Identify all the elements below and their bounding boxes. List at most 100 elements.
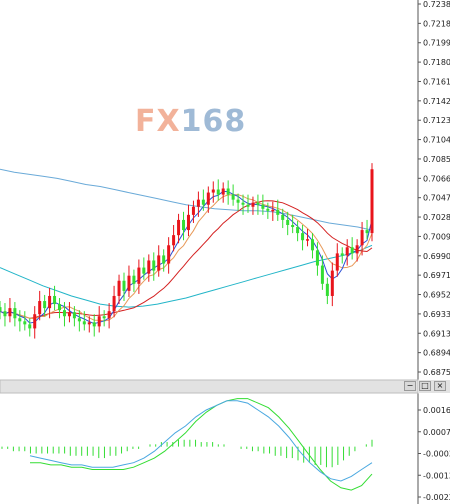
price-tick-label: 0.7066	[423, 174, 450, 183]
bearish-candle	[182, 219, 186, 231]
bearish-candle	[241, 202, 245, 205]
price-tick-label: 0.6990	[423, 252, 450, 261]
bullish-candle	[370, 169, 374, 234]
bearish-candle	[142, 267, 146, 274]
price-tick-label: 0.7180	[423, 58, 450, 67]
bullish-candle	[87, 322, 91, 325]
bullish-candle	[112, 295, 116, 312]
macd-tick-label: -0.0022	[423, 493, 450, 502]
close-pane-button[interactable]: ×	[434, 381, 446, 391]
moving-average-line	[0, 200, 373, 319]
watermark-number-text: 168	[180, 104, 247, 139]
bearish-candle	[340, 253, 344, 256]
bearish-candle	[365, 230, 369, 234]
bearish-candle	[201, 199, 205, 205]
bullish-candle	[177, 219, 181, 236]
price-tick-label: 0.7199	[423, 39, 450, 48]
price-tick-label: 0.7047	[423, 194, 450, 203]
bearish-candle	[102, 316, 106, 319]
macd-indicator-pane[interactable]	[1, 398, 373, 491]
price-tick-label: 0.7161	[423, 77, 450, 86]
bullish-candle	[211, 189, 215, 193]
bullish-candle	[127, 275, 131, 291]
bearish-candle	[92, 322, 96, 327]
bullish-candle	[186, 214, 190, 231]
bearish-candle	[301, 233, 305, 241]
bearish-candle	[162, 255, 166, 264]
price-tick-label: 0.6952	[423, 291, 450, 300]
bearish-candle	[53, 295, 57, 305]
minimize-pane-button[interactable]: −	[404, 381, 416, 391]
bullish-candle	[137, 267, 141, 284]
bearish-candle	[226, 188, 230, 195]
bullish-candle	[191, 206, 195, 215]
bearish-candle	[216, 189, 220, 195]
moving-average-line	[0, 194, 373, 322]
price-tick-label: 0.7218	[423, 19, 450, 28]
bearish-candle	[281, 214, 285, 220]
bearish-candle	[291, 225, 295, 228]
bearish-candle	[261, 204, 265, 209]
macd-signal-line	[29, 400, 373, 482]
bearish-candle	[18, 318, 22, 322]
price-chart-pane[interactable]	[0, 163, 374, 339]
bullish-candle	[172, 235, 176, 246]
bullish-candle	[271, 209, 275, 212]
bullish-candle	[196, 199, 200, 207]
price-tick-label: 0.6913	[423, 329, 450, 338]
restore-pane-button[interactable]: □	[419, 381, 431, 391]
bullish-candle	[38, 301, 42, 315]
bullish-candle	[97, 316, 101, 327]
bearish-candle	[43, 301, 47, 309]
bearish-candle	[82, 321, 86, 325]
bearish-candle	[236, 199, 240, 203]
bearish-candle	[58, 304, 62, 311]
price-tick-label: 0.7009	[423, 232, 450, 241]
long-moving-average-line	[0, 244, 373, 308]
bullish-candle	[360, 230, 364, 246]
fx168-watermark-logo: FX168	[135, 104, 246, 139]
bullish-candle	[157, 255, 161, 271]
bearish-candle	[246, 204, 250, 207]
price-axis: 0.7238 0.7218 0.7199 0.7180 0.7161 0.7142 0.71…	[418, 0, 450, 377]
macd-tick-label: -0.0003	[423, 450, 450, 459]
price-tick-label: 0.6894	[423, 349, 450, 358]
bearish-candle	[132, 275, 136, 284]
bearish-candle	[325, 283, 329, 296]
bullish-candle	[48, 295, 52, 309]
price-tick-label: 0.7142	[423, 97, 450, 106]
moving-average-line	[0, 190, 373, 325]
bullish-candle	[33, 314, 37, 329]
macd-tick-label: 0.0016	[423, 406, 450, 415]
price-tick-label: 0.6971	[423, 271, 450, 280]
price-tick-label: 0.7028	[423, 213, 450, 222]
bullish-candle	[167, 245, 171, 264]
bearish-candle	[266, 208, 270, 211]
bullish-candle	[330, 270, 334, 296]
bearish-candle	[276, 209, 280, 215]
bullish-candle	[251, 202, 255, 207]
price-tick-label: 0.7085	[423, 155, 450, 164]
bearish-candle	[28, 324, 32, 329]
bullish-candle	[355, 245, 359, 254]
bearish-candle	[62, 310, 66, 317]
price-tick-label: 0.6933	[423, 310, 450, 319]
macd-tick-label: 0.0007	[423, 428, 450, 437]
price-tick-label: 0.7238	[423, 0, 450, 9]
macd-tick-label: -0.0013	[423, 471, 450, 480]
bearish-candle	[315, 250, 319, 266]
bearish-candle	[23, 321, 27, 325]
bullish-candle	[107, 311, 111, 319]
bearish-candle	[77, 318, 81, 322]
bearish-candle	[72, 312, 76, 319]
bullish-candle	[206, 192, 210, 205]
bearish-candle	[286, 219, 290, 226]
bearish-candle	[231, 194, 235, 200]
macd-line	[30, 398, 373, 491]
bearish-candle	[122, 280, 126, 291]
bullish-candle	[8, 308, 12, 317]
pane-separator[interactable]	[0, 379, 419, 394]
macd-axis: 0.0016 0.0007 -0.0003 -0.0013 -0.0022	[418, 406, 450, 502]
price-tick-label: 0.7123	[423, 116, 450, 125]
